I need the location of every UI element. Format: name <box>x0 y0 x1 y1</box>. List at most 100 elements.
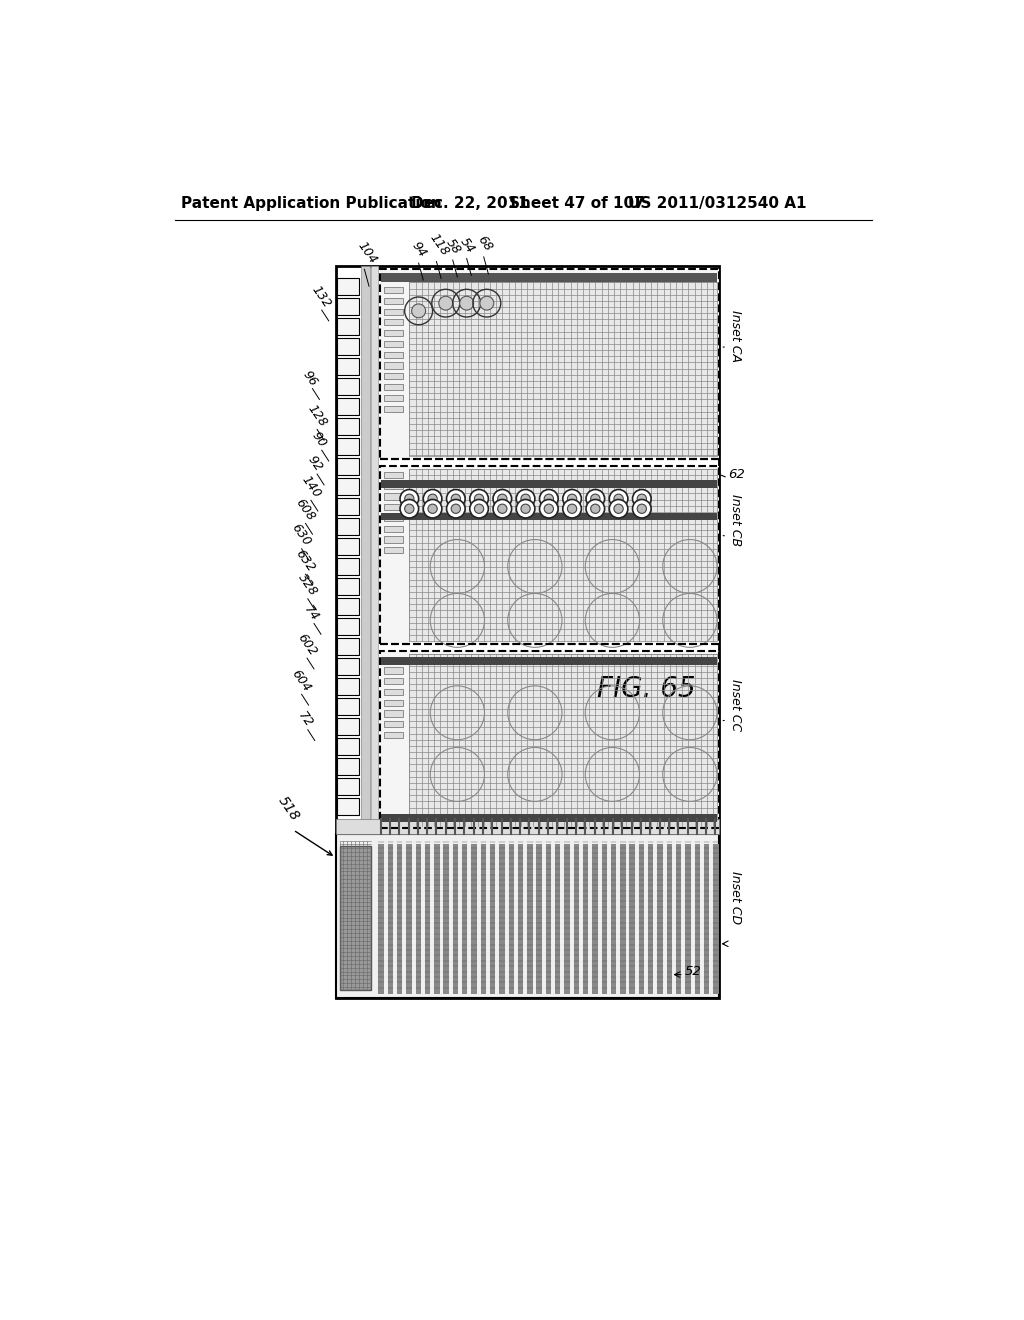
Bar <box>336 267 719 998</box>
Circle shape <box>493 499 512 517</box>
Circle shape <box>412 304 426 318</box>
Bar <box>337 539 359 554</box>
Text: 608: 608 <box>293 496 317 523</box>
Bar <box>397 845 402 994</box>
Circle shape <box>404 504 414 513</box>
Bar <box>676 845 681 994</box>
Bar <box>337 378 359 395</box>
Circle shape <box>516 490 535 508</box>
Bar <box>425 845 430 994</box>
Bar <box>537 845 542 994</box>
Bar <box>337 738 359 755</box>
Circle shape <box>540 499 558 517</box>
Bar <box>381 273 717 282</box>
Bar <box>337 298 359 314</box>
Bar <box>480 845 486 994</box>
Bar <box>630 845 635 994</box>
Bar <box>337 338 359 355</box>
Circle shape <box>633 490 651 508</box>
Text: 632: 632 <box>293 546 317 574</box>
Text: FIG. 65: FIG. 65 <box>597 676 695 704</box>
Circle shape <box>428 504 437 513</box>
Bar <box>384 341 403 347</box>
Circle shape <box>470 490 488 508</box>
Circle shape <box>544 504 554 513</box>
Bar <box>384 363 403 368</box>
Text: 630: 630 <box>289 521 313 549</box>
Bar <box>592 845 598 994</box>
Bar <box>407 845 412 994</box>
Bar <box>380 466 719 644</box>
Text: Inset CC: Inset CC <box>729 678 741 731</box>
Circle shape <box>614 494 624 503</box>
Bar <box>518 845 523 994</box>
Bar <box>489 845 496 994</box>
Bar <box>509 845 514 994</box>
Bar <box>337 397 359 414</box>
Bar <box>657 845 663 994</box>
Bar <box>360 267 370 998</box>
Text: 72: 72 <box>295 709 315 730</box>
Bar <box>381 512 717 520</box>
Bar <box>381 814 717 822</box>
Circle shape <box>498 494 507 503</box>
Circle shape <box>446 490 465 508</box>
Circle shape <box>544 494 554 503</box>
Circle shape <box>480 296 494 310</box>
Text: 328: 328 <box>295 572 319 599</box>
Bar <box>527 845 532 994</box>
Bar <box>384 515 403 521</box>
Bar <box>337 678 359 696</box>
Bar <box>384 483 403 488</box>
Circle shape <box>637 504 646 513</box>
Text: 118: 118 <box>427 231 452 259</box>
Bar <box>685 845 690 994</box>
Bar <box>384 710 403 717</box>
Bar <box>384 309 403 314</box>
Circle shape <box>423 490 442 508</box>
Text: 94: 94 <box>410 239 429 260</box>
Text: 604: 604 <box>289 667 313 694</box>
Circle shape <box>452 494 461 503</box>
Text: 602: 602 <box>295 631 319 659</box>
Bar <box>639 845 644 994</box>
Bar <box>564 845 569 994</box>
Circle shape <box>567 494 577 503</box>
Circle shape <box>498 504 507 513</box>
Bar <box>336 834 719 998</box>
Bar <box>384 286 403 293</box>
Bar <box>381 480 717 488</box>
Circle shape <box>591 494 600 503</box>
Bar <box>384 405 403 412</box>
Bar <box>703 845 710 994</box>
Bar <box>384 689 403 696</box>
Bar <box>384 471 403 478</box>
Bar <box>337 578 359 595</box>
Circle shape <box>567 504 577 513</box>
Circle shape <box>400 490 419 508</box>
Bar <box>713 845 719 994</box>
Bar <box>500 845 505 994</box>
Text: 518: 518 <box>275 793 302 824</box>
Bar <box>337 799 359 816</box>
Bar <box>337 318 359 335</box>
Bar <box>337 438 359 455</box>
Bar <box>410 282 717 457</box>
Bar <box>337 358 359 375</box>
Bar <box>337 478 359 495</box>
Circle shape <box>563 490 582 508</box>
Circle shape <box>614 504 624 513</box>
Bar <box>337 779 359 795</box>
Bar <box>410 653 717 826</box>
Circle shape <box>586 490 604 508</box>
Bar <box>388 845 393 994</box>
Bar <box>337 458 359 475</box>
Circle shape <box>591 504 600 513</box>
Bar <box>384 700 403 706</box>
Bar <box>337 698 359 715</box>
Text: 62: 62 <box>729 469 745 480</box>
Bar <box>611 845 616 994</box>
Bar <box>384 494 403 499</box>
Bar <box>337 758 359 775</box>
Bar <box>384 525 403 532</box>
